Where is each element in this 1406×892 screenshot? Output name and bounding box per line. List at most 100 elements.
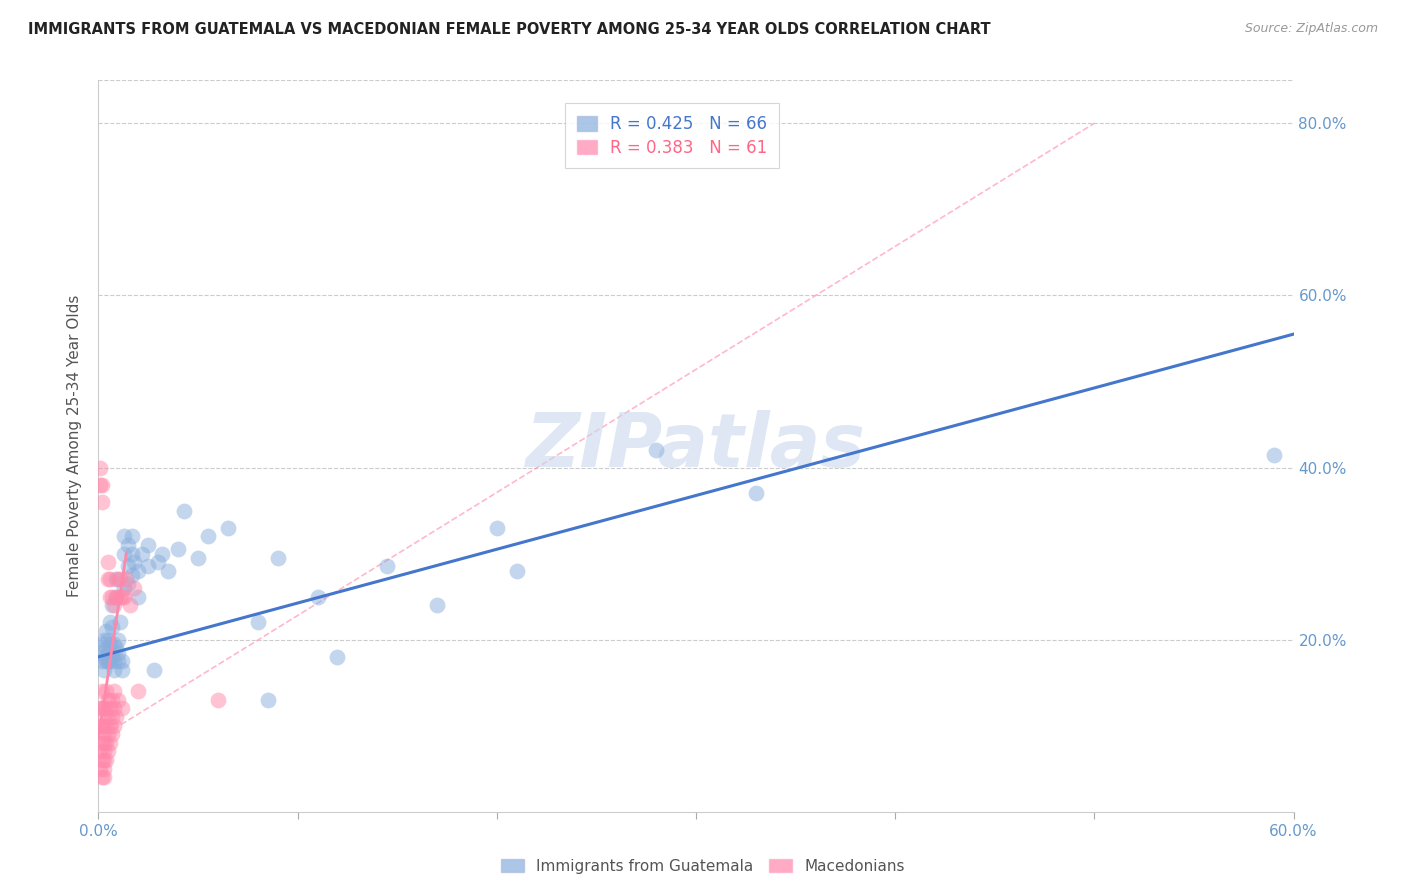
Point (101, 620, 124, 634)
Point (167, 542, 190, 557)
Point (103, 663, 125, 677)
Point (207, 693, 229, 707)
Point (98, 654, 122, 668)
Point (326, 649, 349, 664)
Point (107, 646, 129, 660)
Point (112, 547, 135, 561)
Point (93, 649, 115, 664)
Point (91, 736, 114, 750)
Point (103, 684, 125, 698)
Point (89, 744, 111, 758)
Point (93, 727, 115, 741)
Point (1263, 448, 1285, 462)
Point (101, 727, 124, 741)
Point (96, 624, 118, 638)
Point (117, 559, 139, 574)
Point (267, 550, 290, 565)
Point (107, 573, 129, 587)
Point (107, 632, 129, 647)
Point (89, 701, 111, 715)
Y-axis label: Female Poverty Among 25-34 Year Olds: Female Poverty Among 25-34 Year Olds (67, 295, 83, 597)
Point (105, 590, 128, 604)
Point (121, 568, 143, 582)
Point (98, 637, 122, 651)
Point (121, 529, 143, 543)
Point (93, 736, 115, 750)
Point (105, 641, 128, 656)
Point (96, 641, 118, 656)
Point (110, 573, 132, 587)
Point (150, 547, 173, 561)
Point (105, 590, 128, 604)
Point (112, 590, 135, 604)
Point (98, 701, 122, 715)
Text: ZIPatlas: ZIPatlas (526, 409, 866, 483)
Point (103, 637, 125, 651)
Point (93, 719, 115, 733)
Point (89, 762, 111, 776)
Point (103, 654, 125, 668)
Point (121, 547, 143, 561)
Point (97, 727, 120, 741)
Point (101, 590, 124, 604)
Point (148, 555, 170, 569)
Point (112, 581, 135, 595)
Point (96, 719, 118, 733)
Point (96, 753, 118, 767)
Point (97, 646, 120, 660)
Point (103, 719, 125, 733)
Point (93, 710, 115, 724)
Point (93, 663, 115, 677)
Point (426, 598, 449, 612)
Point (96, 701, 118, 715)
Legend: Immigrants from Guatemala, Macedonians: Immigrants from Guatemala, Macedonians (495, 853, 911, 880)
Legend: R = 0.425   N = 66, R = 0.383   N = 61: R = 0.425 N = 66, R = 0.383 N = 61 (565, 103, 779, 169)
Point (173, 503, 195, 517)
Point (97, 744, 120, 758)
Text: Source: ZipAtlas.com: Source: ZipAtlas.com (1244, 22, 1378, 36)
Point (307, 590, 329, 604)
Point (97, 573, 120, 587)
Point (105, 573, 128, 587)
Point (110, 615, 132, 630)
Point (101, 693, 124, 707)
Point (131, 547, 153, 561)
Point (506, 564, 529, 578)
Point (111, 590, 134, 604)
Point (91, 637, 114, 651)
Point (98, 615, 122, 630)
Point (98, 719, 122, 733)
Point (117, 538, 139, 552)
Point (93, 762, 115, 776)
Point (91, 654, 114, 668)
Point (89, 460, 111, 475)
Point (91, 770, 114, 784)
Text: IMMIGRANTS FROM GUATEMALA VS MACEDONIAN FEMALE POVERTY AMONG 25-34 YEAR OLDS COR: IMMIGRANTS FROM GUATEMALA VS MACEDONIAN … (28, 22, 991, 37)
Point (93, 744, 115, 758)
Point (89, 719, 111, 733)
Point (97, 555, 120, 569)
Point (98, 590, 122, 604)
Point (97, 693, 120, 707)
Point (97, 632, 120, 647)
Point (143, 663, 166, 677)
Point (103, 598, 125, 612)
Point (111, 663, 134, 677)
Point (101, 710, 124, 724)
Point (98, 736, 122, 750)
Point (101, 649, 124, 664)
Point (91, 719, 114, 733)
Point (127, 564, 149, 578)
Point (107, 654, 129, 668)
Point (246, 615, 269, 630)
Point (91, 495, 114, 509)
Point (124, 581, 146, 595)
Point (136, 538, 159, 552)
Point (89, 646, 111, 660)
Point (217, 521, 239, 535)
Point (96, 684, 118, 698)
Point (96, 654, 118, 668)
Point (93, 770, 115, 784)
Point (93, 701, 115, 715)
Point (97, 710, 120, 724)
